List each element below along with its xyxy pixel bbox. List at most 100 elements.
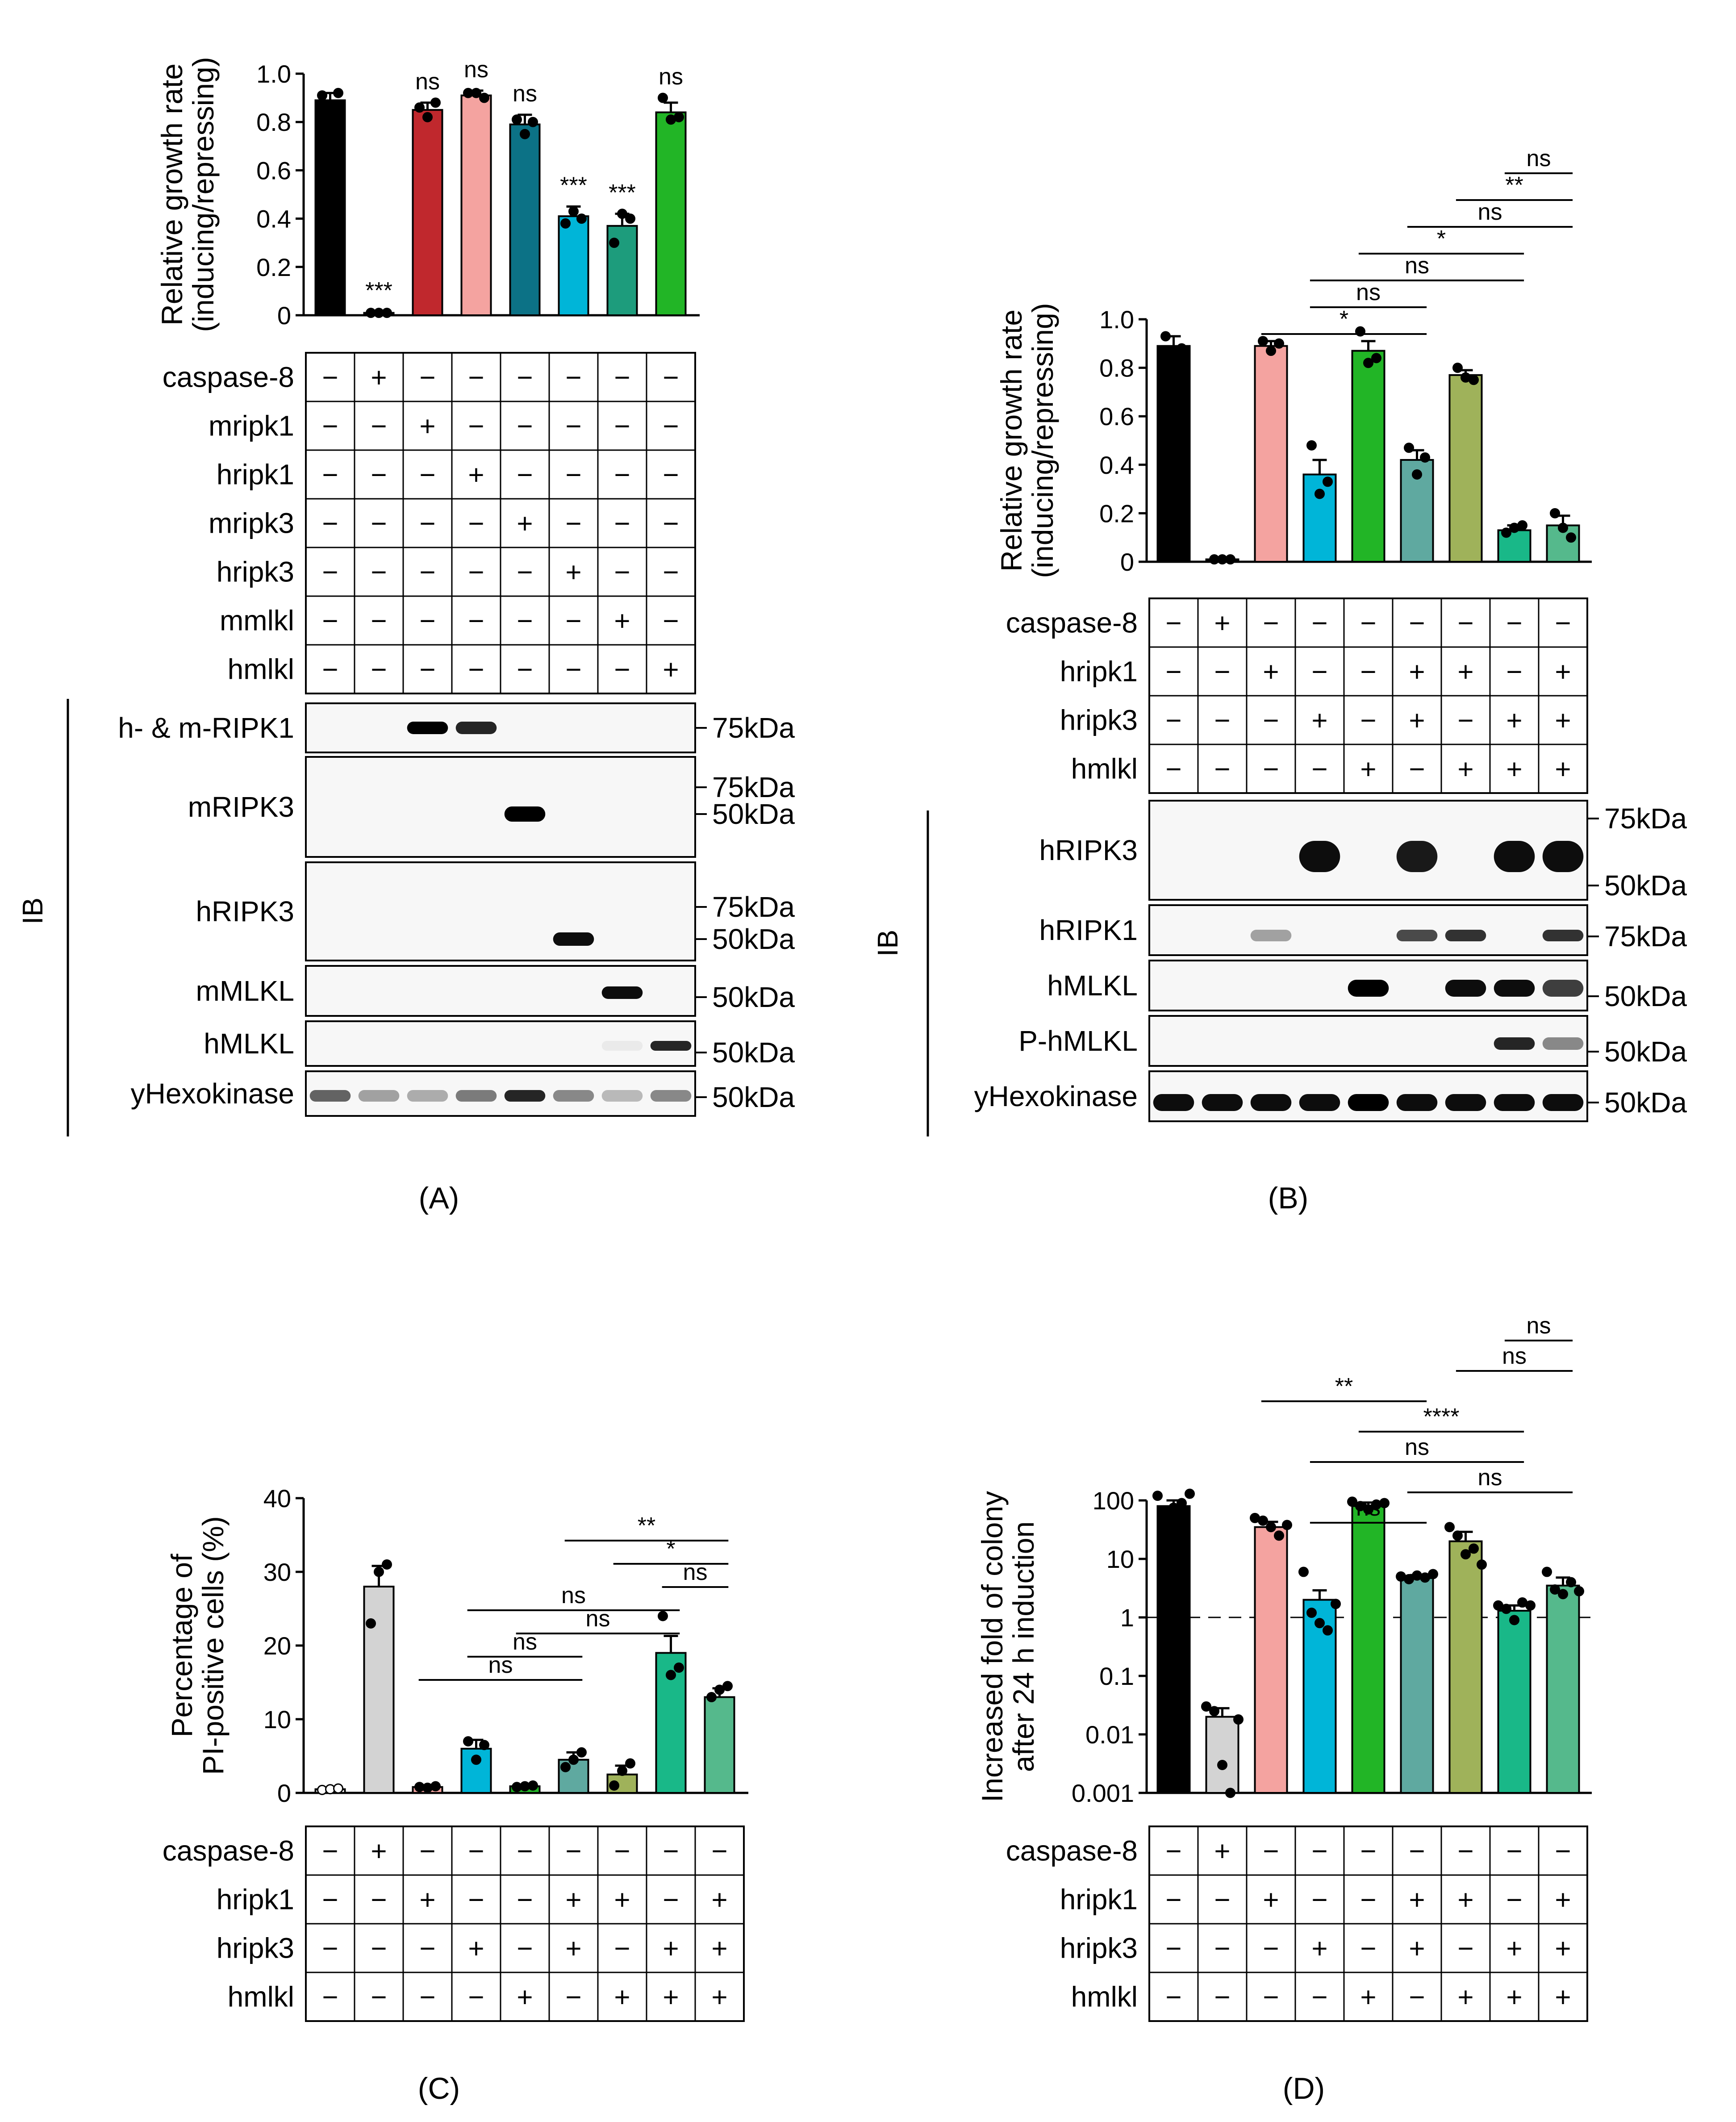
kda-marker-label: 75kDa: [712, 712, 795, 744]
plus-sign: +: [468, 460, 484, 491]
kda-marker-label: 75kDa: [712, 771, 795, 803]
minus-sign: −: [1214, 1982, 1230, 2013]
protein-band: [1250, 930, 1292, 941]
minus-sign: −: [371, 411, 387, 442]
blot-label: P-hMLKL: [1018, 1025, 1138, 1057]
data-point: [512, 114, 522, 125]
panel-label-c: (C): [418, 2072, 460, 2105]
protein-band: [1396, 1094, 1438, 1111]
bar: [1546, 1584, 1580, 1794]
significance-label: ns: [1478, 1465, 1502, 1491]
y-tick-label: 1: [1120, 1604, 1134, 1632]
minus-sign: −: [322, 557, 338, 588]
protein-band: [358, 1090, 400, 1102]
data-point: [1233, 1714, 1244, 1725]
data-point: [576, 213, 587, 224]
plus-sign: +: [1360, 1982, 1376, 2013]
minus-sign: −: [1360, 1934, 1376, 1964]
condition-row-label: mripk1: [209, 410, 294, 442]
y-tick-label: 0.6: [1099, 402, 1134, 430]
data-point: [658, 1611, 668, 1621]
data-point: [1217, 1759, 1227, 1770]
significance-label: ns: [1405, 253, 1429, 279]
plus-sign: +: [517, 1982, 533, 2013]
blot-label: h- & m-RIPK1: [118, 712, 294, 744]
y-axis-title: PI-positive cells (%): [196, 1516, 230, 1775]
data-point: [1558, 522, 1568, 533]
protein-band: [1542, 1094, 1584, 1111]
protein-band: [601, 1090, 643, 1102]
data-point: [666, 1670, 676, 1680]
protein-band: [1542, 980, 1584, 997]
blot-membrane: [1148, 904, 1588, 956]
protein-band: [1396, 930, 1438, 941]
data-point: [1177, 1498, 1187, 1508]
protein-band: [1153, 1094, 1194, 1111]
minus-sign: −: [468, 606, 484, 637]
data-point: [1168, 1502, 1179, 1513]
significance-label: **: [1505, 172, 1523, 198]
data-point: [1298, 1566, 1309, 1577]
data-point: [528, 1780, 538, 1791]
minus-sign: −: [663, 606, 679, 637]
data-point: [479, 92, 489, 103]
y-tick-label: 10: [1106, 1545, 1134, 1573]
data-point: [560, 218, 571, 229]
data-point: [625, 1758, 635, 1769]
data-point: [1371, 353, 1381, 363]
plus-sign: +: [565, 1934, 581, 1964]
y-axis-title: (inducing/repressing): [1026, 303, 1059, 578]
minus-sign: −: [419, 655, 435, 685]
minus-sign: −: [1311, 657, 1327, 688]
data-point: [471, 1754, 481, 1765]
protein-band: [1202, 1094, 1243, 1111]
significance-label: ns: [1527, 146, 1551, 171]
data-point: [1160, 331, 1171, 342]
protein-band: [601, 986, 643, 999]
bar: [1351, 1505, 1385, 1794]
bar: [1448, 1540, 1483, 1794]
minus-sign: −: [517, 557, 533, 588]
plus-sign: +: [517, 509, 533, 539]
data-point: [430, 97, 441, 108]
data-point: [1379, 1498, 1390, 1508]
condition-row-label: hripk3: [217, 556, 294, 588]
minus-sign: −: [322, 411, 338, 442]
y-tick-label: 100: [1093, 1487, 1134, 1515]
blot-membrane: [305, 1020, 696, 1067]
significance-label: **: [1335, 1374, 1353, 1399]
significance-label: ns: [1405, 1434, 1429, 1460]
blot-membrane: [305, 1070, 696, 1117]
data-point: [1452, 363, 1463, 373]
y-tick-label: 0.1: [1099, 1662, 1134, 1690]
minus-sign: −: [663, 557, 679, 588]
plus-sign: +: [1457, 657, 1473, 688]
bar: [1302, 473, 1337, 563]
kda-marker-label: 50kDa: [1604, 980, 1687, 1012]
plus-sign: +: [1409, 706, 1425, 736]
minus-sign: −: [1214, 1934, 1230, 1964]
data-point: [317, 90, 327, 101]
y-tick-label: 30: [263, 1558, 291, 1586]
minus-sign: −: [419, 1934, 435, 1964]
minus-sign: −: [517, 606, 533, 637]
bar: [1254, 1526, 1288, 1794]
protein-band: [650, 1090, 692, 1102]
minus-sign: −: [371, 1982, 387, 2013]
minus-sign: −: [1165, 608, 1181, 639]
minus-sign: −: [663, 411, 679, 442]
data-point: [617, 209, 627, 219]
kda-marker-label: 50kDa: [1604, 869, 1687, 902]
data-point: [1469, 375, 1479, 385]
bar: [1156, 345, 1191, 563]
minus-sign: −: [711, 1836, 727, 1867]
panel-label-b: (B): [1268, 1181, 1309, 1215]
data-point: [1185, 1488, 1195, 1499]
protein-band: [1494, 841, 1535, 872]
kda-marker-label: 75kDa: [1604, 802, 1687, 835]
condition-row-label: hmlkl: [1071, 1981, 1138, 2013]
ib-label: IB: [872, 930, 904, 957]
plus-sign: +: [565, 1885, 581, 1916]
plus-sign: +: [371, 363, 387, 393]
